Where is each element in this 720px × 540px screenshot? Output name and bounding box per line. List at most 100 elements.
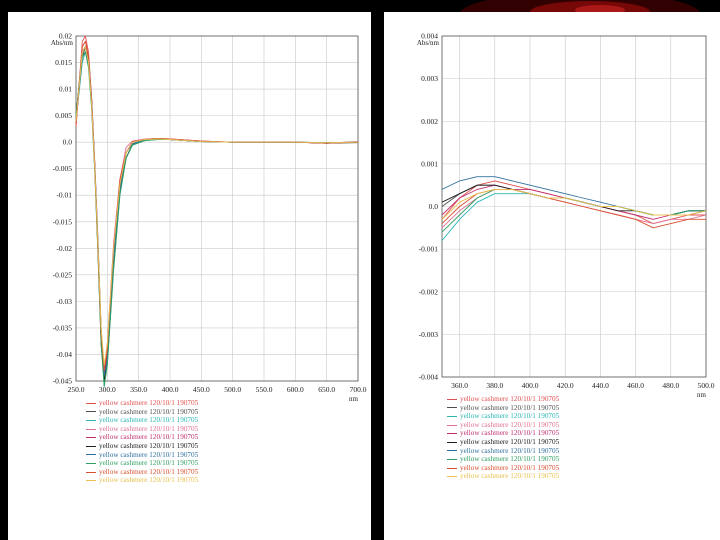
legend-item: yellow cashmere 120/10/1 190705 — [447, 464, 559, 473]
legend-swatch — [447, 415, 457, 417]
series-line-3 — [441, 193, 706, 241]
x-tick-label: 400.0 — [522, 381, 539, 390]
legend-label: yellow cashmere 120/10/1 190705 — [99, 416, 199, 425]
legend-item: yellow cashmere 120/10/1 190705 — [86, 425, 198, 434]
x-tick-label: 400.0 — [162, 385, 179, 394]
legend-right: yellow cashmere 120/10/1 190705 yellow ca… — [447, 395, 559, 481]
y-tick-label: -0.01 — [56, 191, 72, 200]
legend-swatch — [447, 476, 457, 478]
x-tick-label: 300.0 — [99, 385, 116, 394]
x-tick-label: 500.0 — [224, 385, 241, 394]
legend-label: yellow cashmere 120/10/1 190705 — [99, 433, 199, 442]
y-tick-label: -0.001 — [419, 245, 439, 254]
legend-label: yellow cashmere 120/10/1 190705 — [99, 467, 199, 476]
y-tick-label: -0.005 — [53, 164, 73, 173]
x-tick-label: 460.0 — [627, 381, 644, 390]
grid — [442, 35, 707, 378]
x-tick-label: 250.0 — [68, 385, 85, 394]
y-tick-label: -0.03 — [56, 297, 72, 306]
legend-item: yellow cashmere 120/10/1 190705 — [86, 476, 198, 485]
x-tick-label: 650.0 — [318, 385, 335, 394]
legend-item: yellow cashmere 120/10/1 190705 — [447, 429, 559, 438]
y-tick-label: -0.004 — [419, 373, 439, 382]
y-tick-label: 0.002 — [421, 117, 438, 126]
legend-item: yellow cashmere 120/10/1 190705 — [447, 455, 559, 464]
series-line-9 — [441, 188, 706, 229]
legend-swatch — [447, 433, 457, 435]
y-tick-label: -0.015 — [53, 217, 73, 226]
y-axis-label: Abs/nm — [417, 39, 440, 47]
x-axis-label: nm — [697, 391, 707, 399]
legend-label: yellow cashmere 120/10/1 190705 — [460, 429, 560, 438]
y-tick-label: 0.02 — [59, 32, 72, 41]
legend-swatch — [447, 424, 457, 426]
legend-swatch — [86, 480, 96, 482]
series-line-8 — [75, 51, 359, 387]
legend-label: yellow cashmere 120/10/1 190705 — [460, 412, 560, 421]
legend-label: yellow cashmere 120/10/1 190705 — [99, 459, 199, 468]
y-tick-label: 0.005 — [55, 111, 72, 120]
legend-item: yellow cashmere 120/10/1 190705 — [447, 412, 559, 421]
legend-label: yellow cashmere 120/10/1 190705 — [99, 424, 199, 433]
y-tick-label: 0.003 — [421, 74, 438, 83]
legend-item: yellow cashmere 120/10/1 190705 — [86, 433, 198, 442]
legend-item: yellow cashmere 120/10/1 190705 — [86, 442, 198, 451]
series-line-4 — [441, 188, 707, 229]
y-tick-label: -0.02 — [56, 244, 72, 253]
y-tick-label: 0.004 — [421, 32, 438, 41]
legend-label: yellow cashmere 120/10/1 190705 — [460, 403, 560, 412]
legend-label: yellow cashmere 120/10/1 190705 — [99, 399, 199, 407]
x-tick-label: 350.0 — [130, 385, 147, 394]
x-tick-label: 550.0 — [256, 385, 273, 394]
y-tick-label: -0.025 — [53, 270, 73, 279]
legend-swatch — [86, 445, 96, 447]
legend-label: yellow cashmere 120/10/1 190705 — [460, 437, 560, 446]
x-tick-label: 700.0 — [350, 385, 367, 394]
x-axis-label: nm — [349, 395, 359, 403]
legend-item: yellow cashmere 120/10/1 190705 — [447, 395, 559, 404]
y-tick-label: -0.045 — [53, 377, 73, 386]
x-tick-label: 480.0 — [662, 381, 679, 390]
x-tick-label: 500.0 — [698, 381, 715, 390]
legend-label: yellow cashmere 120/10/1 190705 — [460, 463, 560, 472]
spectrum-chart-zoomed: 0.004 0.003 0.002 0.001 0.0 -0.001 -0.002 -0.00… — [417, 32, 715, 400]
x-tick-label: 380.0 — [486, 381, 503, 390]
series-line-10 — [441, 188, 707, 220]
legend-label: yellow cashmere 120/10/1 190705 — [460, 420, 560, 429]
legend-swatch — [86, 471, 96, 473]
legend-item: yellow cashmere 120/10/1 190705 — [447, 438, 559, 447]
y-tick-label: -0.04 — [56, 350, 72, 359]
y-tick-label: 0.015 — [55, 58, 72, 67]
legend-swatch — [86, 402, 96, 404]
legend-label: yellow cashmere 120/10/1 190705 — [460, 446, 560, 455]
series-line-5 — [441, 184, 707, 220]
y-axis-label: Abs/nm — [51, 39, 74, 47]
x-tick-label: 600.0 — [287, 385, 304, 394]
chart-panel-left: 0.02 0.015 0.01 0.005 0.0 -0.005 -0.01 -0.015 -0… — [8, 12, 371, 540]
legend-item: yellow cashmere 120/10/1 190705 — [86, 408, 198, 417]
legend-label: yellow cashmere 120/10/1 190705 — [99, 441, 199, 450]
y-tick-label: -0.002 — [419, 287, 439, 296]
legend-swatch — [86, 437, 96, 439]
x-tick-label: 420.0 — [557, 381, 574, 390]
y-tick-label: -0.035 — [53, 323, 73, 332]
legend-swatch — [447, 458, 457, 460]
legend-item: yellow cashmere 120/10/1 190705 — [86, 416, 198, 425]
legend-swatch — [86, 419, 96, 421]
legend-swatch — [86, 428, 96, 430]
spectrum-chart-full: 0.02 0.015 0.01 0.005 0.0 -0.005 -0.01 -0.015 -0… — [51, 32, 367, 404]
x-tick-label: 440.0 — [592, 381, 609, 390]
plot-area — [75, 35, 359, 382]
y-tick-label: 0.0 — [63, 138, 73, 147]
y-tick-label: 0.0 — [429, 202, 439, 211]
legend-swatch — [447, 450, 457, 452]
legend-item: yellow cashmere 120/10/1 190705 — [447, 404, 559, 413]
legend-swatch — [447, 398, 457, 400]
series-line-10 — [75, 46, 359, 366]
legend-label: yellow cashmere 120/10/1 190705 — [460, 395, 560, 403]
legend-item: yellow cashmere 120/10/1 190705 — [86, 459, 198, 468]
legend-swatch — [86, 411, 96, 413]
x-tick-label: 450.0 — [193, 385, 210, 394]
legend-item: yellow cashmere 120/10/1 190705 — [447, 447, 559, 456]
legend-item: yellow cashmere 120/10/1 190705 — [447, 472, 559, 481]
